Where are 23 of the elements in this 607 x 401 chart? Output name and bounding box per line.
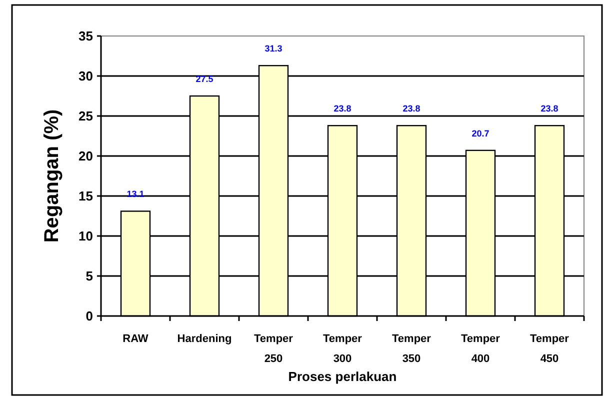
x-tick-label: Temper 350 (392, 333, 432, 365)
data-label: 20.7 (472, 128, 490, 138)
y-tick-label: 25 (78, 108, 93, 124)
x-tick-label: Temper 450 (530, 333, 570, 365)
data-label: 31.3 (264, 44, 282, 54)
y-tick-label: 5 (86, 268, 93, 284)
x-tick-label: Temper 400 (461, 333, 501, 365)
y-tick-label: 10 (78, 228, 93, 244)
y-axis-title: Regangan (%) (41, 109, 63, 243)
data-label: 23.8 (402, 104, 420, 114)
x-tick-label: RAW (122, 333, 149, 345)
y-tick-label: 30 (78, 68, 93, 84)
data-label: 23.8 (540, 104, 558, 114)
y-tick-label: 15 (78, 188, 93, 204)
x-tick-label: Temper 250 (254, 333, 294, 365)
x-axis-title: Proses perlakuan (288, 369, 397, 384)
data-label: 27.5 (196, 74, 214, 84)
y-tick-label: 0 (86, 308, 93, 324)
y-tick-label: 35 (78, 28, 93, 44)
data-label: 23.8 (334, 104, 352, 114)
x-tick-label: Hardening (177, 333, 232, 345)
y-tick-label: 20 (78, 148, 93, 164)
x-tick-label: Temper 300 (323, 333, 363, 365)
